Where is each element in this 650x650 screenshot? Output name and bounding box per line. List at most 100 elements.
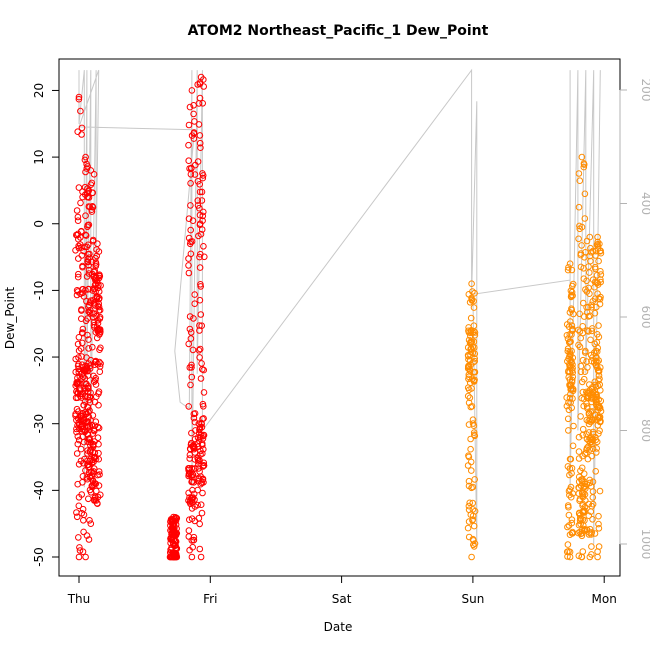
data-point <box>83 532 91 539</box>
data-point <box>197 433 204 441</box>
data-point <box>576 328 584 335</box>
data-point <box>75 242 82 250</box>
data-point <box>596 404 604 412</box>
data-point <box>94 423 102 431</box>
data-point <box>167 546 175 554</box>
data-point <box>75 494 83 501</box>
data-point <box>95 440 102 448</box>
data-point <box>87 389 94 397</box>
data-point <box>586 446 594 453</box>
data-point <box>92 288 99 296</box>
y-tick-label: -10 <box>32 281 46 301</box>
data-point <box>185 497 192 504</box>
data-point <box>95 281 102 289</box>
data-point <box>194 434 202 441</box>
data-point <box>75 354 82 361</box>
data-point <box>583 277 590 285</box>
y2-axis: 200 400 600 800 1000 <box>619 79 650 559</box>
data-point <box>568 288 576 296</box>
data-point <box>84 423 92 430</box>
data-point <box>596 240 603 248</box>
data-point <box>469 517 476 524</box>
data-point <box>75 502 83 510</box>
data-point <box>578 553 586 561</box>
data-point <box>199 174 207 182</box>
data-point <box>199 450 206 457</box>
data-point <box>82 232 90 239</box>
data-point <box>466 394 474 402</box>
data-point <box>595 357 603 364</box>
data-point <box>199 476 207 484</box>
data-point <box>570 310 577 318</box>
data-point <box>197 144 204 151</box>
data-point <box>466 499 474 507</box>
data-point <box>186 445 194 453</box>
data-point <box>577 334 585 342</box>
data-point <box>586 553 594 561</box>
data-point <box>563 394 571 401</box>
data-point <box>581 215 589 222</box>
data-point <box>591 530 599 537</box>
data-point <box>564 541 572 548</box>
data-point <box>200 208 207 216</box>
data-point <box>471 357 479 365</box>
data-point <box>468 553 475 561</box>
data-point <box>194 440 201 448</box>
data-point <box>188 364 195 371</box>
data-point <box>197 553 205 561</box>
data-point <box>199 217 206 224</box>
data-point <box>190 442 197 449</box>
data-point <box>170 540 177 547</box>
data-point <box>594 290 601 298</box>
data-point <box>594 414 602 421</box>
data-point <box>196 425 204 433</box>
data-point <box>197 250 204 258</box>
data-point <box>186 313 194 320</box>
data-point <box>468 338 476 345</box>
data-point <box>578 476 585 483</box>
data-point <box>185 489 192 497</box>
data-point <box>195 429 203 437</box>
data-point <box>586 269 593 276</box>
data-point <box>566 471 573 479</box>
data-point <box>594 281 602 288</box>
data-point <box>196 327 203 334</box>
data-point <box>582 286 589 293</box>
x-tick-label: Fri <box>203 592 217 606</box>
data-point <box>200 389 208 396</box>
data-point <box>73 207 81 214</box>
data-point <box>186 103 194 111</box>
data-point <box>185 121 193 129</box>
data-point <box>464 344 472 351</box>
data-point <box>197 375 205 382</box>
data-point <box>91 267 98 275</box>
data-point <box>596 487 604 495</box>
data-point <box>597 271 605 278</box>
data-point <box>580 299 587 307</box>
data-point <box>565 427 572 434</box>
data-point <box>93 252 100 260</box>
data-point <box>73 450 81 457</box>
data-point <box>595 525 603 532</box>
data-point <box>564 345 572 353</box>
data-point <box>89 189 96 196</box>
data-point <box>185 262 192 269</box>
data-point <box>585 500 593 508</box>
data-point <box>187 202 194 209</box>
data-point <box>594 238 602 246</box>
data-point <box>89 203 96 210</box>
data-point <box>186 325 194 333</box>
data-point <box>465 518 473 525</box>
data-point <box>91 454 99 461</box>
data-point <box>566 465 574 472</box>
data-point <box>90 171 98 178</box>
data-point <box>196 520 203 528</box>
data-point <box>74 433 82 440</box>
data-point <box>564 266 572 274</box>
data-point <box>72 382 79 390</box>
y-tick-label: 0 <box>32 220 46 228</box>
data-point <box>569 373 577 381</box>
data-point <box>469 483 477 491</box>
data-point <box>579 500 587 508</box>
data-point <box>72 410 79 418</box>
